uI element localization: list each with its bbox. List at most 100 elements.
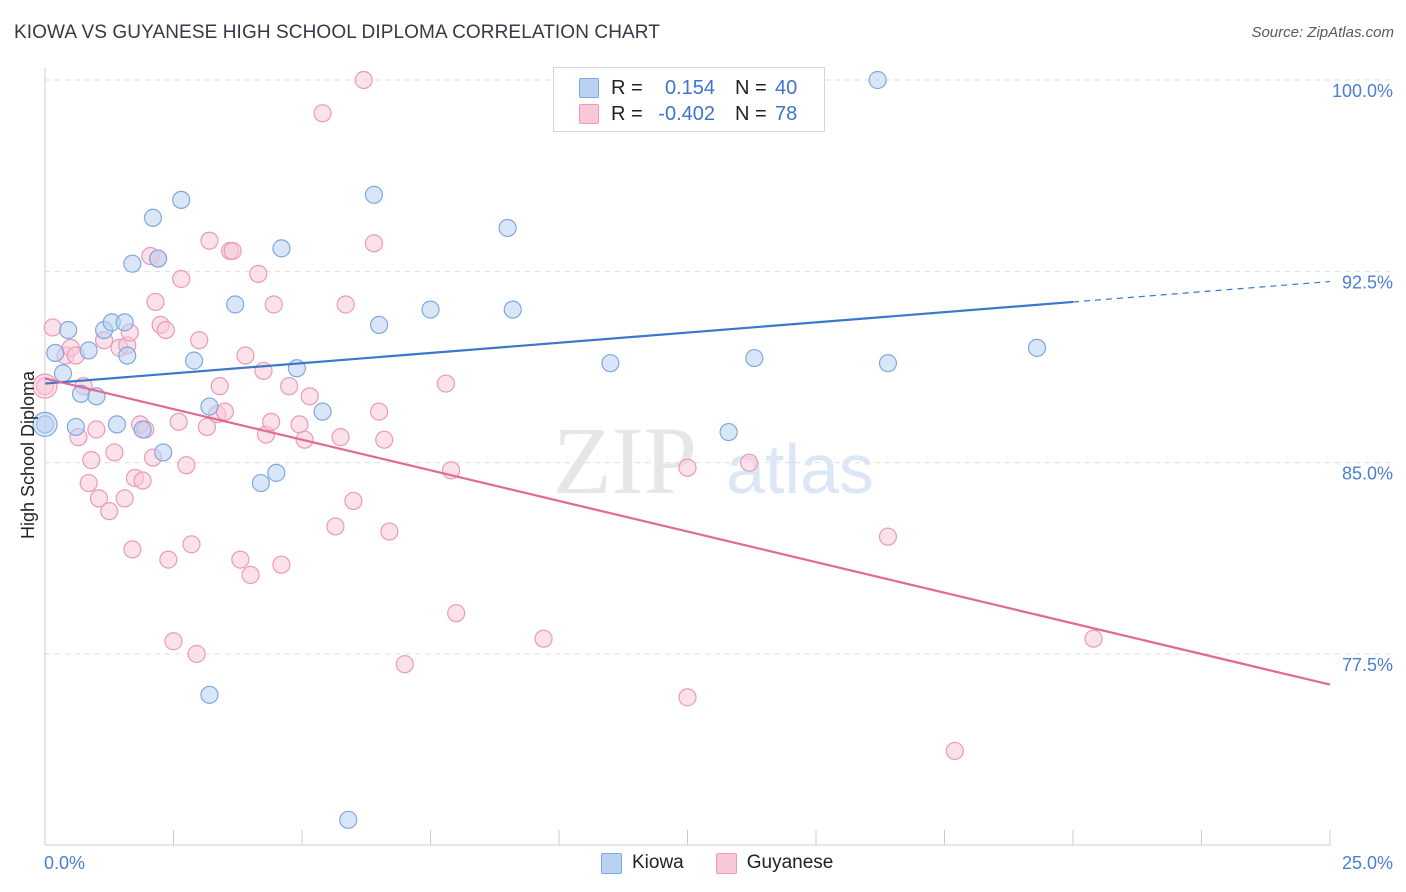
guyanese-point[interactable] [380,522,399,541]
kiowa-point[interactable] [745,348,764,368]
guyanese-point[interactable] [264,295,283,314]
guyanese-point[interactable] [336,295,355,314]
kiowa-point[interactable] [267,463,286,482]
guyanese-point[interactable] [210,377,229,396]
guyanese-point[interactable] [87,420,106,439]
kiowa-point[interactable] [251,473,270,493]
guyanese-point[interactable] [215,402,234,421]
kiowa-point[interactable] [313,402,332,421]
guyanese-point[interactable] [740,453,759,472]
guyanese-point[interactable] [187,644,206,664]
guyanese-point[interactable] [354,70,373,90]
kiowa-point[interactable] [107,415,127,434]
guyanese-point[interactable] [395,655,414,674]
guyanese-point[interactable] [156,320,175,340]
guyanese-point[interactable] [436,374,456,393]
kiowa-point[interactable] [115,313,134,332]
guyanese-point[interactable] [146,292,165,312]
kiowa-point[interactable] [200,685,219,704]
guyanese-point[interactable] [164,632,183,651]
kiowa-trend-line [44,300,1074,385]
kiowa-point[interactable] [226,295,245,314]
guyanese-point[interactable] [105,443,124,462]
guyanese-point[interactable] [169,412,188,431]
guyanese-point[interactable] [290,415,309,434]
guyanese-point[interactable] [123,540,142,559]
guyanese-point[interactable] [223,241,242,261]
guyanese-point[interactable] [115,489,134,508]
guyanese-point[interactable] [159,550,178,569]
kiowa-point[interactable] [46,343,65,363]
guyanese-point[interactable] [272,555,291,574]
legend-item-guyanese[interactable]: Guyanese [715,852,833,874]
x-tick-label: 25.0% [1342,853,1393,873]
kiowa-point[interactable] [59,320,78,340]
kiowa-point[interactable] [339,810,358,829]
guyanese-point[interactable] [370,402,389,421]
kiowa-point[interactable] [184,351,204,370]
guyanese-point[interactable] [177,456,196,475]
guyanese-point[interactable] [280,377,299,396]
guyanese-point[interactable] [534,629,553,648]
kiowa-point[interactable] [32,411,58,437]
kiowa-swatch [579,78,599,98]
kiowa-point[interactable] [421,300,440,319]
guyanese-point[interactable] [79,473,98,493]
legend-n-value: 40 [775,76,798,99]
guyanese-point[interactable] [878,527,898,546]
kiowa-point[interactable] [1027,338,1047,357]
kiowa-point[interactable] [53,364,73,383]
kiowa-point[interactable] [200,397,219,416]
guyanese-point[interactable] [82,451,101,470]
kiowa-point[interactable] [118,346,137,365]
source-label: Source: ZipAtlas.com [1251,24,1394,41]
guyanese-points [32,70,1103,761]
kiowa-point[interactable] [719,422,738,442]
kiowa-point[interactable] [143,208,163,227]
legend-item-kiowa[interactable]: Kiowa [601,852,684,874]
kiowa-point[interactable] [154,443,173,462]
guyanese-point[interactable] [1084,629,1103,648]
kiowa-point[interactable] [868,70,887,90]
guyanese-point[interactable] [236,346,255,365]
guyanese-point[interactable] [89,489,109,508]
kiowa-point[interactable] [601,354,620,373]
guyanese-point[interactable] [249,264,268,283]
legend-r-value: 0.154 [664,76,715,99]
guyanese-point[interactable] [678,688,697,707]
kiowa-point[interactable] [503,300,522,319]
kiowa-point[interactable] [123,254,142,273]
guyanese-point[interactable] [197,417,217,437]
guyanese-point[interactable] [182,535,201,554]
kiowa-point[interactable] [272,239,291,258]
guyanese-point[interactable] [331,428,350,447]
guyanese-point[interactable] [945,741,964,761]
guyanese-point[interactable] [313,104,332,123]
kiowa-point[interactable] [133,420,152,439]
guyanese-point[interactable] [678,458,697,477]
guyanese-point[interactable] [364,234,384,253]
guyanese-point[interactable] [375,430,394,449]
guyanese-point[interactable] [241,565,260,585]
kiowa-point[interactable] [172,190,191,210]
guyanese-point[interactable] [326,517,345,536]
guyanese-point[interactable] [43,318,62,337]
kiowa-point[interactable] [498,218,517,238]
guyanese-point[interactable] [447,604,466,623]
guyanese-point[interactable] [172,269,191,289]
guyanese-point[interactable] [190,331,209,350]
legend-kiowa-label: Kiowa [632,852,684,873]
kiowa-point[interactable] [148,249,168,268]
kiowa-point[interactable] [79,341,98,360]
guyanese-point[interactable] [200,231,219,250]
kiowa-point[interactable] [66,417,85,437]
kiowa-point[interactable] [370,315,389,335]
kiowa-point[interactable] [364,185,384,204]
guyanese-point[interactable] [262,412,281,431]
guyanese-point[interactable] [300,387,319,406]
guyanese-point[interactable] [344,491,363,511]
guyanese-point[interactable] [231,550,250,569]
guyanese-point[interactable] [133,471,152,490]
kiowa-point[interactable] [878,354,898,373]
guyanese-point[interactable] [100,502,119,521]
